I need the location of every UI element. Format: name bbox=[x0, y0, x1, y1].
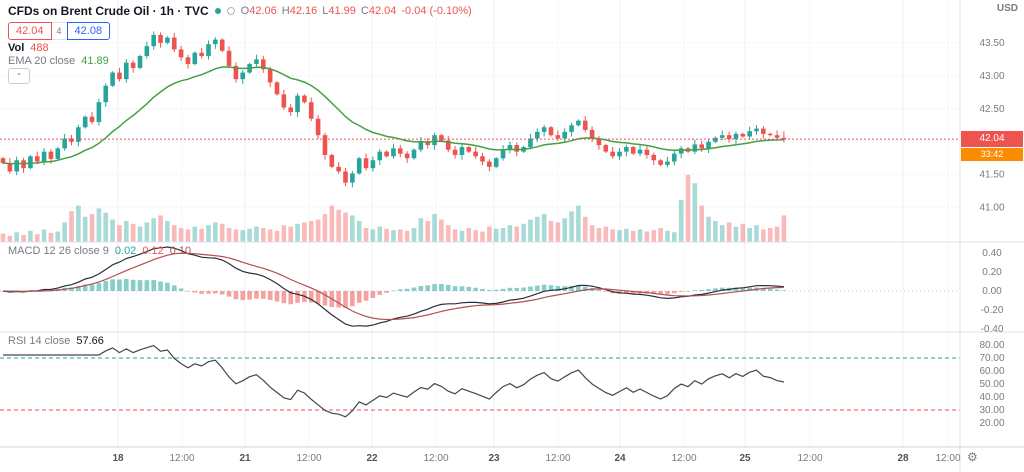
svg-text:25: 25 bbox=[739, 453, 751, 464]
macd-label: MACD 12 26 close 9 bbox=[8, 245, 109, 257]
open-label: O bbox=[240, 5, 250, 17]
volume-value: 488 bbox=[30, 42, 49, 54]
low-label: L bbox=[322, 5, 329, 17]
svg-text:50.00: 50.00 bbox=[979, 379, 1004, 390]
svg-text:20.00: 20.00 bbox=[979, 418, 1004, 429]
svg-text:24: 24 bbox=[614, 453, 626, 464]
candles-layer bbox=[0, 31, 787, 188]
rsi-label: RSI 14 close bbox=[8, 335, 71, 347]
volume-legend: Vol 488 bbox=[8, 42, 49, 54]
symbol-header: CFDs on Brent Crude Oil · 1h · TVC O42.0… bbox=[8, 4, 472, 18]
svg-text:12:00: 12:00 bbox=[935, 453, 960, 464]
ema-label: EMA 20 close bbox=[8, 55, 76, 67]
svg-text:41.00: 41.00 bbox=[979, 203, 1004, 214]
collapse-pane-button[interactable]: ⌃ bbox=[8, 68, 30, 84]
svg-text:12:00: 12:00 bbox=[671, 453, 696, 464]
svg-text:0.20: 0.20 bbox=[982, 267, 1002, 278]
svg-text:21: 21 bbox=[239, 453, 251, 464]
bar-countdown-badge: 33:42 bbox=[961, 148, 1023, 161]
macd-signal-value: 0.10 bbox=[169, 245, 192, 257]
svg-text:42.50: 42.50 bbox=[979, 104, 1004, 115]
rsi-layer bbox=[0, 344, 960, 418]
currency-label: USD bbox=[996, 3, 1018, 14]
svg-text:0.40: 0.40 bbox=[982, 248, 1002, 259]
ema-legend: EMA 20 close 41.89 bbox=[8, 55, 109, 67]
close-label: C bbox=[360, 5, 369, 17]
close-value: 42.04 bbox=[368, 5, 397, 17]
svg-text:12:00: 12:00 bbox=[423, 453, 448, 464]
volume-label: Vol bbox=[8, 42, 25, 54]
rsi-value: 57.66 bbox=[76, 335, 104, 347]
svg-text:-0.40: -0.40 bbox=[981, 324, 1004, 335]
svg-text:28: 28 bbox=[897, 453, 909, 464]
open-value: 42.06 bbox=[249, 5, 277, 17]
svg-text:0.00: 0.00 bbox=[982, 286, 1002, 297]
macd-layer bbox=[0, 246, 787, 327]
ema-layer bbox=[0, 66, 960, 165]
grid-layer bbox=[0, 0, 960, 447]
spread-value: 4 bbox=[51, 22, 67, 40]
svg-text:22: 22 bbox=[366, 453, 378, 464]
ema-value: 41.89 bbox=[81, 55, 109, 67]
symbol-title: CFDs on Brent Crude Oil · 1h · TVC bbox=[8, 4, 209, 18]
macd-line-value: 0.12 bbox=[142, 245, 164, 257]
svg-text:12:00: 12:00 bbox=[296, 453, 321, 464]
svg-text:12:00: 12:00 bbox=[545, 453, 570, 464]
buy-button[interactable]: 42.08 bbox=[66, 22, 111, 40]
svg-text:-0.20: -0.20 bbox=[981, 305, 1004, 316]
svg-text:18: 18 bbox=[112, 453, 124, 464]
svg-text:12:00: 12:00 bbox=[797, 453, 822, 464]
low-value: 41.99 bbox=[328, 5, 356, 17]
status-dot-icon bbox=[214, 8, 221, 14]
gear-icon[interactable]: ⚙ bbox=[967, 450, 978, 464]
status-circle-icon[interactable] bbox=[226, 7, 235, 15]
svg-text:12:00: 12:00 bbox=[169, 453, 194, 464]
chevron-up-icon: ⌃ bbox=[15, 71, 23, 81]
trade-widget: 42.04 4 42.08 bbox=[8, 22, 111, 40]
svg-text:23: 23 bbox=[488, 453, 500, 464]
svg-text:40.00: 40.00 bbox=[979, 392, 1004, 403]
sell-button[interactable]: 42.04 bbox=[8, 22, 52, 40]
svg-text:41.50: 41.50 bbox=[979, 170, 1004, 181]
svg-text:70.00: 70.00 bbox=[979, 353, 1004, 364]
high-value: 42.16 bbox=[289, 5, 318, 17]
last-price-badge: 42.04 bbox=[961, 131, 1023, 147]
svg-text:43.00: 43.00 bbox=[979, 71, 1004, 82]
change-value: -0.04 (-0.10%) bbox=[401, 5, 472, 17]
macd-hist-value: 0.02 bbox=[114, 245, 137, 257]
volume-layer bbox=[0, 174, 787, 242]
macd-legend: MACD 12 26 close 9 0.02 0.12 0.10 bbox=[8, 245, 191, 257]
rsi-legend: RSI 14 close 57.66 bbox=[8, 335, 104, 347]
svg-text:43.50: 43.50 bbox=[979, 38, 1004, 49]
svg-text:80.00: 80.00 bbox=[979, 340, 1004, 351]
ohlc-values: O42.06 H42.16 L41.99 C42.04 -0.04 (-0.10… bbox=[241, 5, 472, 17]
svg-text:30.00: 30.00 bbox=[979, 405, 1004, 416]
svg-text:60.00: 60.00 bbox=[979, 366, 1004, 377]
high-label: H bbox=[281, 5, 290, 17]
